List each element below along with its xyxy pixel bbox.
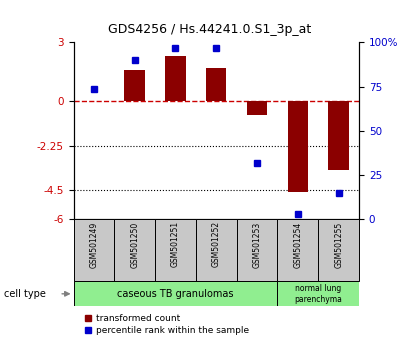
- Bar: [237, 219, 278, 281]
- Text: GSM501254: GSM501254: [294, 221, 302, 268]
- Text: GSM501253: GSM501253: [252, 221, 262, 268]
- Bar: [206, 68, 226, 102]
- Bar: [278, 281, 359, 306]
- Bar: [278, 219, 318, 281]
- Bar: [74, 281, 278, 306]
- Bar: [247, 102, 267, 115]
- Bar: [114, 219, 155, 281]
- Text: normal lung
parenchyma: normal lung parenchyma: [294, 284, 342, 303]
- Bar: [196, 219, 237, 281]
- Text: GSM501250: GSM501250: [130, 221, 139, 268]
- Bar: [155, 219, 196, 281]
- Bar: [288, 102, 308, 192]
- Text: GSM501249: GSM501249: [89, 221, 98, 268]
- Text: GSM501255: GSM501255: [334, 221, 343, 268]
- Text: GDS4256 / Hs.44241.0.S1_3p_at: GDS4256 / Hs.44241.0.S1_3p_at: [108, 23, 312, 36]
- Legend: transformed count, percentile rank within the sample: transformed count, percentile rank withi…: [81, 311, 253, 339]
- Bar: [165, 56, 186, 102]
- Bar: [124, 70, 145, 102]
- Text: caseous TB granulomas: caseous TB granulomas: [117, 289, 234, 299]
- Text: GSM501252: GSM501252: [212, 221, 221, 268]
- Bar: [318, 219, 359, 281]
- Bar: [74, 219, 114, 281]
- Text: GSM501251: GSM501251: [171, 221, 180, 268]
- Text: cell type: cell type: [4, 289, 46, 299]
- Bar: [328, 102, 349, 170]
